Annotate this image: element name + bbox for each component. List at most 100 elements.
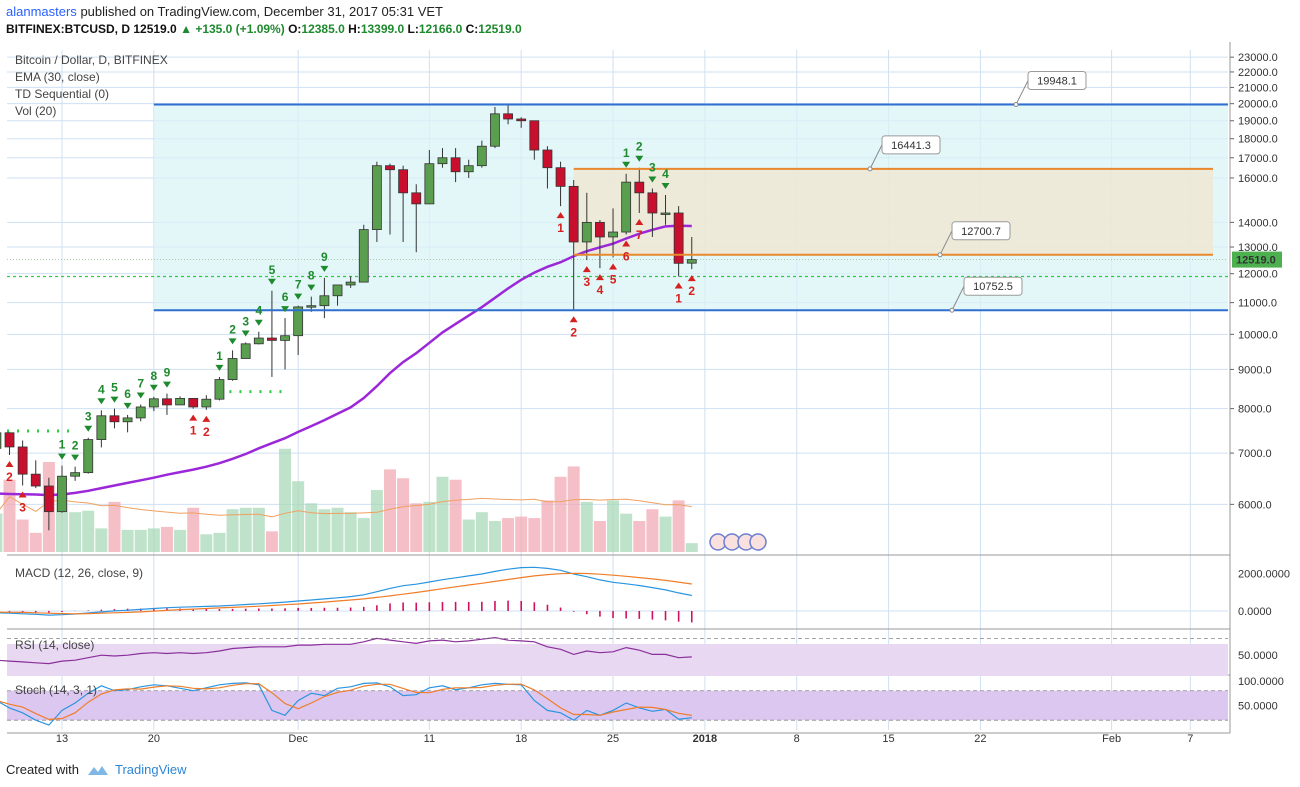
volume-bar-39 bbox=[502, 518, 515, 552]
candle-body-8 bbox=[96, 415, 107, 440]
callout-anchor-2 bbox=[937, 252, 943, 258]
volume-bar-10 bbox=[121, 529, 134, 552]
volume-bar-8 bbox=[95, 528, 108, 552]
x-tick-label-2: Dec bbox=[288, 733, 308, 745]
candle-body-17 bbox=[214, 379, 225, 400]
td-buy-arrow-3 bbox=[569, 316, 578, 323]
td-buy-count-9: 1 bbox=[675, 291, 682, 305]
candle-body-30 bbox=[385, 165, 395, 171]
candle-9 bbox=[109, 408, 120, 429]
td-sell-count-4: 5 bbox=[111, 381, 118, 395]
candle-22 bbox=[280, 318, 290, 370]
volume-bar-12 bbox=[147, 528, 160, 552]
candle-38 bbox=[490, 107, 500, 149]
last-price: 12519.0 bbox=[133, 22, 177, 36]
td-sell-arrow-3 bbox=[97, 398, 106, 405]
open-label: O: bbox=[288, 22, 302, 36]
stoch-band bbox=[7, 690, 1228, 721]
td-buy-count-1: 3 bbox=[19, 501, 26, 515]
symbol-label[interactable]: BITFINEX:BTCUSD, D bbox=[6, 22, 130, 36]
td-sell-count-9: 1 bbox=[216, 349, 223, 363]
td-sell-arrow-16 bbox=[307, 284, 316, 291]
axis-layer: 23000.022000.021000.020000.019000.018000… bbox=[56, 52, 1290, 745]
legend-ema[interactable]: EMA (30, close) bbox=[15, 70, 100, 84]
candle-body-6 bbox=[70, 472, 81, 477]
x-tick-label-11: 7 bbox=[1187, 733, 1193, 745]
orange-range-zone bbox=[573, 168, 1213, 255]
callout-label-2: 12700.7 bbox=[961, 226, 1001, 238]
td-sell-arrow-1 bbox=[71, 454, 80, 461]
volume-bar-44 bbox=[567, 466, 580, 552]
volume-bar-20 bbox=[252, 507, 265, 552]
volume-bar-14 bbox=[174, 529, 187, 552]
price-change: +135.0 (+1.09%) bbox=[195, 22, 285, 36]
td-sell-count-16: 8 bbox=[308, 269, 315, 283]
candle-body-25 bbox=[319, 295, 330, 307]
td-buy-count-8: 7 bbox=[636, 228, 643, 242]
td-buy-count-11: 1 bbox=[190, 424, 197, 438]
candle-27 bbox=[345, 276, 356, 288]
candle-40 bbox=[516, 117, 527, 128]
legend-stoch[interactable]: Stoch (14, 3, 1) bbox=[15, 683, 97, 697]
td-sell-count-5: 6 bbox=[124, 387, 131, 401]
td-sell-arrow-10 bbox=[228, 338, 237, 345]
candle-36 bbox=[463, 159, 474, 178]
candle-body-1 bbox=[4, 432, 15, 448]
legend-td[interactable]: TD Sequential (0) bbox=[15, 87, 109, 101]
legend-vol[interactable]: Vol (20) bbox=[15, 104, 56, 118]
candle-25 bbox=[319, 277, 330, 319]
callout-box-1 bbox=[881, 135, 941, 155]
candle-42 bbox=[542, 146, 553, 189]
candle-47 bbox=[608, 208, 618, 258]
td-buy-count-7: 6 bbox=[623, 249, 630, 263]
author-link[interactable]: alanmasters bbox=[6, 4, 77, 19]
volume-bar-50 bbox=[646, 509, 659, 552]
legend-rsi[interactable]: RSI (14, close) bbox=[15, 638, 94, 652]
candle-13 bbox=[162, 393, 172, 415]
rsi-line bbox=[0, 636, 692, 665]
candle-body-0 bbox=[0, 432, 2, 449]
td-sell-arrow-7 bbox=[149, 384, 158, 391]
candle-body-2 bbox=[17, 446, 28, 475]
candle-body-16 bbox=[201, 398, 212, 408]
stoch-y-tick-1: 50.0000 bbox=[1238, 700, 1278, 712]
callout-anchor-3 bbox=[949, 307, 955, 313]
candle-body-34 bbox=[437, 157, 448, 165]
candle-body-46 bbox=[595, 221, 605, 238]
candles-layer bbox=[0, 105, 697, 531]
candle-body-24 bbox=[306, 305, 317, 308]
td-buy-count-0: 2 bbox=[6, 470, 13, 484]
candle-body-42 bbox=[542, 149, 553, 169]
legend-macd[interactable]: MACD (12, 26, close, 9) bbox=[15, 566, 143, 580]
candle-44 bbox=[568, 180, 579, 311]
candle-body-20 bbox=[253, 337, 264, 345]
candle-body-33 bbox=[424, 163, 435, 205]
x-tick-label-1: 20 bbox=[148, 733, 160, 745]
candle-body-51 bbox=[660, 212, 671, 215]
close-label: C: bbox=[465, 22, 479, 36]
published-text: published on TradingView.com, December 3… bbox=[80, 4, 443, 19]
volume-ma-line bbox=[0, 496, 692, 518]
td-sell-count-10: 2 bbox=[229, 322, 236, 336]
zones-layer bbox=[7, 104, 1229, 433]
volume-bar-52 bbox=[672, 500, 685, 552]
tradingview-link[interactable]: TradingView bbox=[114, 762, 187, 777]
volume-bar-13 bbox=[160, 526, 173, 552]
publish-line: alanmasters published on TradingView.com… bbox=[6, 4, 443, 19]
candle-6 bbox=[70, 466, 81, 481]
created-with-text: Created with bbox=[6, 762, 79, 777]
y-tick-label-14: 8000.0 bbox=[1238, 404, 1272, 416]
volume-bar-38 bbox=[488, 521, 501, 552]
td-sell-arrow-2 bbox=[84, 425, 93, 432]
footer: Created with TradingView bbox=[6, 762, 187, 777]
y-tick-label-15: 7000.0 bbox=[1238, 448, 1272, 460]
macd-y-tick-0: 2000.0000 bbox=[1238, 568, 1290, 580]
td-buy-count-4: 3 bbox=[583, 275, 590, 289]
volume-bar-41 bbox=[528, 518, 541, 552]
legend-title: Bitcoin / Dollar, D, BITFINEX bbox=[15, 53, 168, 67]
macd-signal-line bbox=[0, 572, 692, 615]
macd-y-tick-1: 0.0000 bbox=[1238, 606, 1272, 618]
td-sell-arrow-15 bbox=[294, 293, 303, 300]
